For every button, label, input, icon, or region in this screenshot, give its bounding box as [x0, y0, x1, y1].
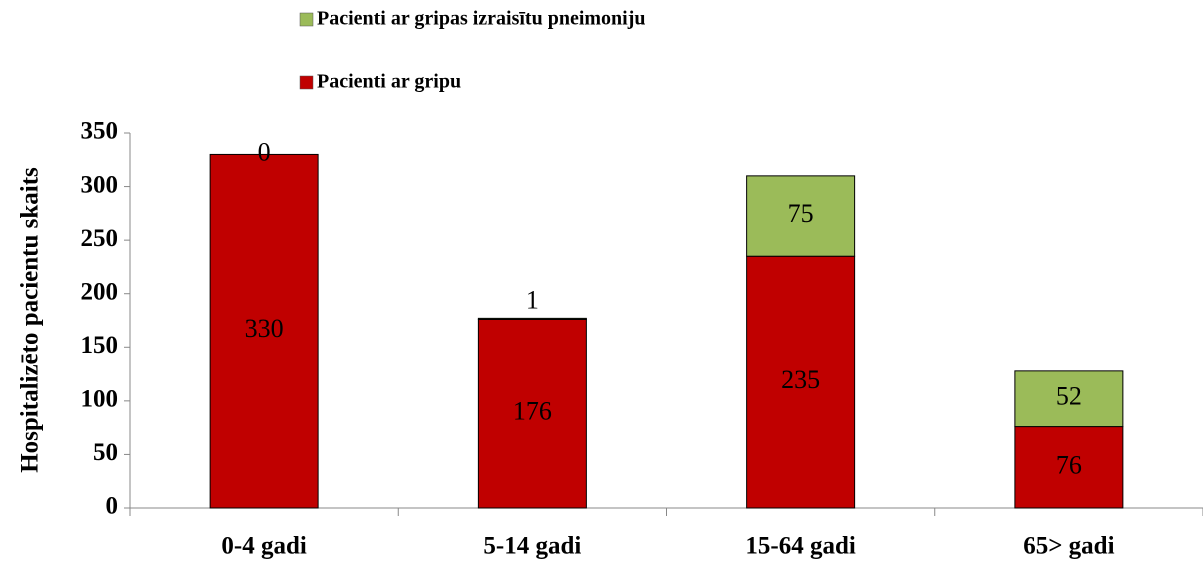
data-label: 330 [245, 314, 284, 343]
y-tick-label: 350 [81, 118, 119, 145]
y-tick-label: 250 [81, 225, 119, 252]
data-label: 1 [526, 285, 539, 314]
y-tick-label: 100 [81, 386, 119, 413]
y-tick-label: 0 [106, 493, 119, 520]
legend-label: Pacienti ar gripas izraisītu pneimoniju [317, 8, 646, 30]
data-label: 75 [788, 199, 814, 228]
bar-segment [477, 317, 587, 320]
x-tick-label: 0-4 gadi [221, 533, 306, 560]
legend-label: Pacienti ar gripu [317, 71, 461, 93]
y-tick-label: 300 [81, 171, 119, 198]
bar-segment [1014, 426, 1124, 509]
bar-segment [477, 318, 587, 509]
bar-segment [1014, 370, 1124, 428]
bar-segment [746, 255, 856, 509]
data-label: 176 [513, 397, 552, 426]
y-tick-label: 50 [93, 439, 118, 466]
x-tick-label: 15-64 gadi [745, 533, 855, 560]
x-tick-label: 65> gadi [1023, 533, 1114, 560]
y-tick-label: 200 [81, 278, 119, 305]
data-label: 0 [258, 137, 271, 166]
bar-segment [746, 175, 856, 257]
legend-swatch [299, 12, 314, 27]
data-label: 235 [781, 365, 820, 394]
y-axis-title: Hospitalizēto pacientu skaits [17, 167, 44, 473]
bar-segment [209, 153, 319, 509]
y-tick-label: 150 [81, 332, 119, 359]
x-tick-label: 5-14 gadi [483, 533, 581, 560]
legend-swatch [299, 75, 314, 90]
data-label: 52 [1056, 382, 1082, 411]
data-label: 76 [1056, 450, 1082, 479]
